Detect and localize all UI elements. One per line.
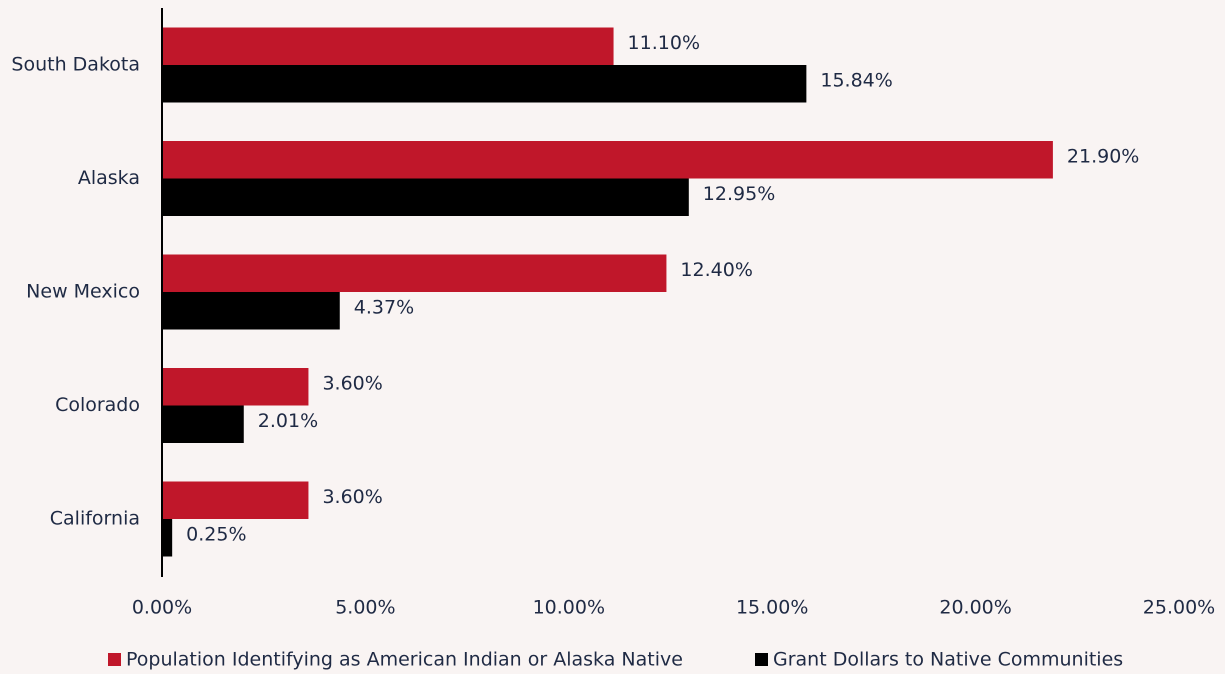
legend-marker	[755, 653, 768, 666]
bar	[162, 481, 309, 519]
x-tick-label: 20.00%	[939, 597, 1011, 619]
legend-marker	[108, 653, 121, 666]
x-tick-label: 0.00%	[132, 597, 192, 619]
bar	[162, 368, 309, 406]
y-tick-label: South Dakota	[11, 54, 140, 76]
x-tick-label: 5.00%	[335, 597, 395, 619]
value-label: 15.84%	[820, 69, 892, 91]
value-label: 3.60%	[322, 486, 382, 508]
value-label: 11.10%	[628, 32, 700, 54]
value-label: 21.90%	[1067, 145, 1139, 167]
bar	[162, 141, 1053, 179]
y-tick-label: Colorado	[55, 394, 140, 416]
bar	[162, 178, 689, 216]
y-tick-label: New Mexico	[26, 281, 140, 303]
legend-label: Population Identifying as American India…	[126, 649, 683, 671]
value-label: 2.01%	[258, 410, 318, 432]
bar	[162, 292, 340, 330]
legend-label: Grant Dollars to Native Communities	[773, 649, 1123, 671]
value-label: 3.60%	[322, 372, 382, 394]
x-tick-label: 10.00%	[533, 597, 605, 619]
y-tick-label: Alaska	[78, 167, 140, 189]
y-tick-label: California	[50, 508, 140, 530]
bar	[162, 519, 173, 557]
value-label: 12.95%	[703, 183, 775, 205]
bar	[162, 405, 244, 443]
x-tick-label: 25.00%	[1143, 597, 1215, 619]
value-label: 4.37%	[354, 296, 414, 318]
value-label: 0.25%	[186, 523, 246, 545]
x-tick-label: 15.00%	[736, 597, 808, 619]
value-label: 12.40%	[680, 259, 752, 281]
bar	[162, 27, 614, 65]
bar	[162, 254, 667, 292]
bar	[162, 65, 807, 103]
